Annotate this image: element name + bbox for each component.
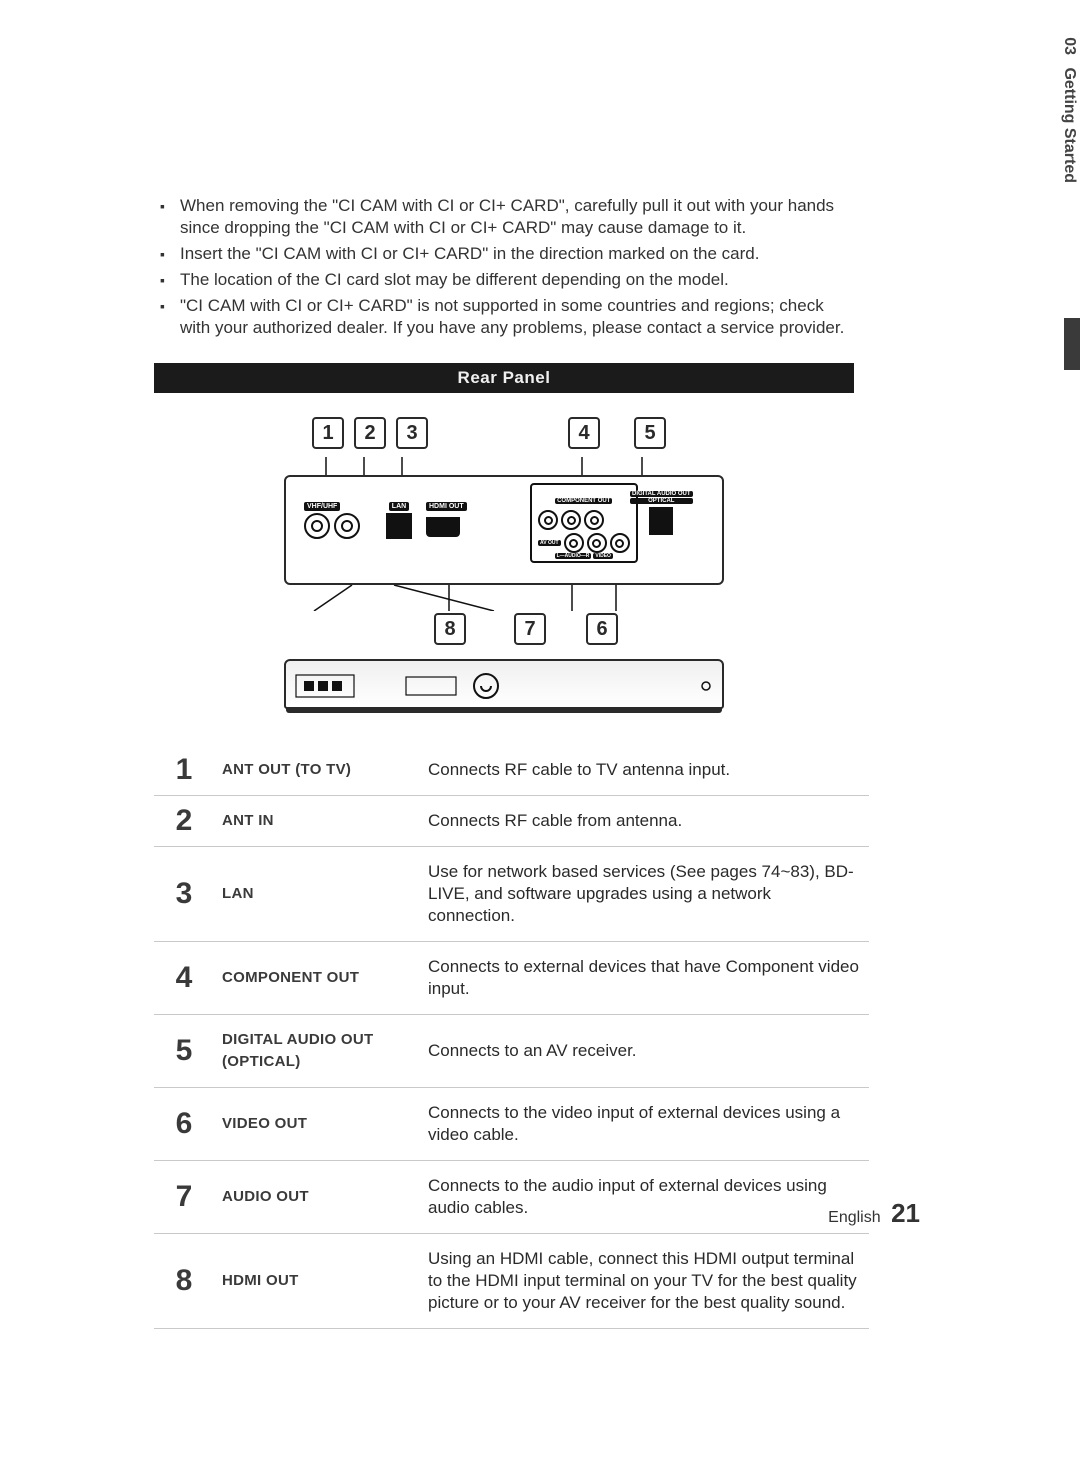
rear-panel-figure: 1 2 3 4 5 V (284, 417, 724, 709)
chapter-number: 03 (1061, 37, 1078, 55)
row-number: 5 (154, 1015, 214, 1088)
chapter-title: Getting Started (1061, 67, 1078, 183)
avout-label: AV OUT (538, 540, 561, 546)
band-title: Rear Panel (458, 368, 551, 387)
footer-page-number: 21 (891, 1198, 920, 1228)
callout-5: 5 (634, 417, 666, 449)
row-name: ANT IN (214, 796, 420, 847)
rear-panel-port-table: 1 ANT OUT (TO TV) Connects RF cable to T… (154, 745, 869, 1329)
table-row: 6 VIDEO OUT Connects to the video input … (154, 1088, 869, 1161)
note-item: Insert the "CI CAM with CI or CI+ CARD" … (154, 243, 854, 265)
ant-out-port-icon (304, 513, 330, 539)
component-y-icon (584, 510, 604, 530)
row-desc: Use for network based services (See page… (420, 847, 869, 942)
row-desc: Connects to the audio input of external … (420, 1161, 869, 1234)
note-item: When removing the "CI CAM with CI or CI+… (154, 195, 854, 239)
component-pb-icon (561, 510, 581, 530)
row-name: HDMI OUT (214, 1234, 420, 1329)
side-chapter-tab: 03 Getting Started (1048, 183, 1080, 393)
row-name: ANT OUT (TO TV) (214, 745, 420, 796)
callout-3: 3 (396, 417, 428, 449)
row-name: LAN (214, 847, 420, 942)
row-desc: Connects RF cable from antenna. (420, 796, 869, 847)
row-name: COMPONENT OUT (214, 942, 420, 1015)
device-front-illustration (284, 659, 724, 709)
row-desc: Connects RF cable to TV antenna input. (420, 745, 869, 796)
bottom-callout-row: 8 7 6 (284, 613, 724, 645)
audio-lr-label: L—AUDIO—R (555, 553, 592, 559)
table-row: 3 LAN Use for network based services (Se… (154, 847, 869, 942)
row-name: DIGITAL AUDIO OUT (OPTICAL) (214, 1015, 420, 1088)
optical-port-icon (649, 507, 673, 535)
callout-1: 1 (312, 417, 344, 449)
audio-l-icon (564, 533, 584, 553)
callout-7: 7 (514, 613, 546, 645)
top-leaders (284, 457, 724, 475)
table-row: 2 ANT IN Connects RF cable from antenna. (154, 796, 869, 847)
caution-notes-list: When removing the "CI CAM with CI or CI+… (154, 195, 854, 339)
row-number: 3 (154, 847, 214, 942)
row-desc: Connects to the video input of external … (420, 1088, 869, 1161)
note-item: The location of the CI card slot may be … (154, 269, 854, 291)
rear-panel-heading-band: Rear Panel (154, 363, 854, 393)
callout-8: 8 (434, 613, 466, 645)
component-av-group: COMPONENT OUT AV OUT (530, 483, 638, 563)
table-row: 4 COMPONENT OUT Connects to external dev… (154, 942, 869, 1015)
ant-port-group: VHF/UHF (304, 495, 360, 539)
component-label: COMPONENT OUT (555, 498, 612, 504)
row-desc: Using an HDMI cable, connect this HDMI o… (420, 1234, 869, 1329)
content-area: When removing the "CI CAM with CI or CI+… (154, 195, 854, 1329)
component-pr-icon (538, 510, 558, 530)
hdmi-port-group: HDMI OUT (426, 495, 467, 537)
row-desc: Connects to an AV receiver. (420, 1015, 869, 1088)
side-tab-marker (1064, 318, 1080, 370)
row-number: 1 (154, 745, 214, 796)
top-callout-row: 1 2 3 4 5 (284, 417, 724, 449)
page: 03 Getting Started When removing the "CI… (0, 0, 1080, 1477)
optical-label: OPTICAL (630, 498, 693, 504)
note-item: "CI CAM with CI or CI+ CARD" is not supp… (154, 295, 854, 339)
ant-label: VHF/UHF (304, 502, 340, 511)
row-number: 7 (154, 1161, 214, 1234)
video-label: VIDEO (593, 553, 613, 559)
side-tab-label: 03 Getting Started (1060, 37, 1078, 183)
page-footer: English 21 (828, 1198, 920, 1229)
callout-4: 4 (568, 417, 600, 449)
hdmi-port-icon (426, 517, 460, 537)
digital-audio-label: DIGITAL AUDIO OUT (630, 491, 693, 497)
table-row: 7 AUDIO OUT Connects to the audio input … (154, 1161, 869, 1234)
audio-r-icon (587, 533, 607, 553)
lan-port-group: LAN (386, 495, 412, 539)
bottom-leaders (284, 585, 724, 611)
footer-language: English (828, 1209, 880, 1226)
table-row: 8 HDMI OUT Using an HDMI cable, connect … (154, 1234, 869, 1329)
table-row: 1 ANT OUT (TO TV) Connects RF cable to T… (154, 745, 869, 796)
callout-6: 6 (586, 613, 618, 645)
lan-port-icon (386, 513, 412, 539)
ant-in-port-icon (334, 513, 360, 539)
video-out-icon (610, 533, 630, 553)
row-number: 8 (154, 1234, 214, 1329)
hdmi-label: HDMI OUT (426, 502, 467, 511)
lan-label: LAN (389, 502, 409, 511)
row-name: AUDIO OUT (214, 1161, 420, 1234)
table-row: 5 DIGITAL AUDIO OUT (OPTICAL) Connects t… (154, 1015, 869, 1088)
row-desc: Connects to external devices that have C… (420, 942, 869, 1015)
rear-panel-ports-box: VHF/UHF LAN HDMI OUT (284, 475, 724, 585)
callout-2: 2 (354, 417, 386, 449)
optical-port-group: DIGITAL AUDIO OUT OPTICAL (630, 491, 693, 535)
row-number: 6 (154, 1088, 214, 1161)
row-number: 2 (154, 796, 214, 847)
row-name: VIDEO OUT (214, 1088, 420, 1161)
row-number: 4 (154, 942, 214, 1015)
